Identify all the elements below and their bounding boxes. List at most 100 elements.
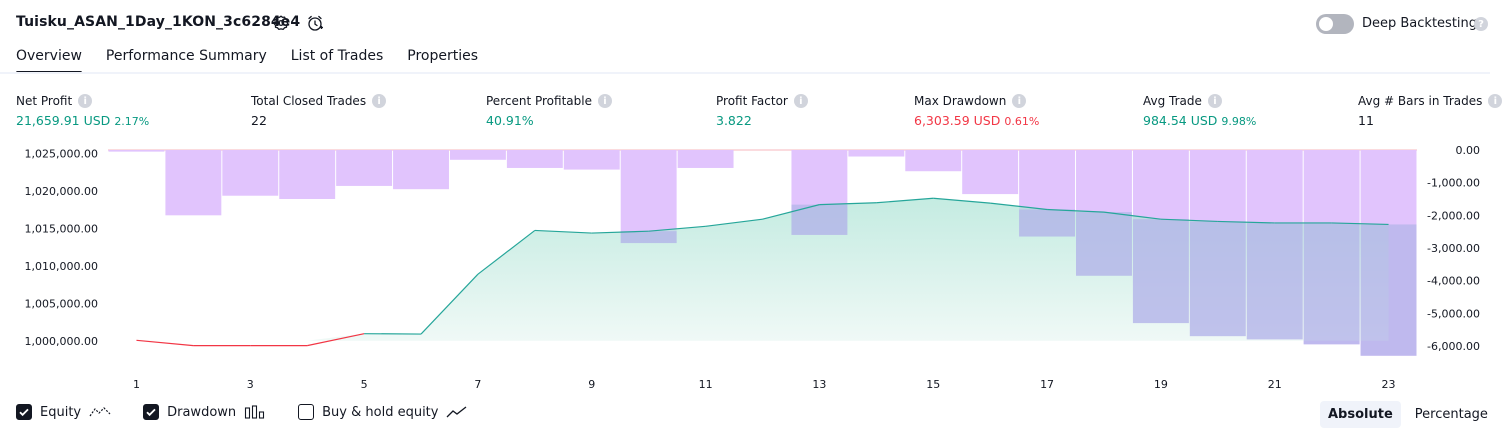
tabs-divider: [0, 72, 1490, 74]
metric-avg-trade: Avg Trade i 984.54 USD 9.98%: [1143, 94, 1256, 128]
drawdown-bar: [962, 150, 1019, 195]
tab-overview[interactable]: Overview: [16, 48, 82, 74]
info-icon[interactable]: i: [78, 94, 93, 108]
info-icon[interactable]: i: [1207, 94, 1222, 108]
equity-line-segment: [477, 229, 536, 275]
equity-line-segment: [648, 225, 706, 232]
info-icon[interactable]: i: [1488, 94, 1503, 108]
equity-checkbox[interactable]: [16, 404, 32, 420]
metric-value: 40.91%: [486, 113, 534, 128]
add-alert-clock-icon[interactable]: [306, 14, 324, 32]
legend-drawdown[interactable]: Drawdown: [143, 404, 266, 420]
x-axis-tick-label: 3: [247, 378, 254, 391]
drawdown-bar: [620, 150, 677, 244]
equity-line-segment: [933, 197, 991, 204]
drawdown-bars-icon: [245, 405, 265, 419]
x-axis-tick-label: 1: [133, 378, 140, 391]
drawdown-checkbox[interactable]: [143, 404, 160, 420]
equity-line-segment: [819, 202, 877, 206]
tab-properties[interactable]: Properties: [407, 48, 479, 64]
drawdown-equity-overlap: [1246, 222, 1303, 340]
drawdown-bar: [108, 150, 165, 152]
metric-percent-profitable: Percent Profitable i 40.91%: [486, 94, 612, 128]
x-axis-tick-label: 15: [926, 378, 940, 391]
x-axis-tick-label: 9: [588, 378, 595, 391]
drawdown-bar: [279, 150, 336, 199]
metric-label: Profit Factor: [716, 94, 788, 108]
drawdown-equity-overlap: [1076, 212, 1132, 276]
buy-hold-line-icon: [447, 406, 467, 418]
right-axis-tick-label: -6,000.00: [1427, 340, 1480, 353]
metric-value: 22: [251, 113, 267, 128]
metric-profit-factor: Profit Factor i 3.822: [716, 94, 808, 128]
x-axis-tick-label: 21: [1268, 378, 1282, 391]
legend-label: Equity: [40, 404, 82, 420]
left-axis-tick-label: 1,000,000.00: [25, 335, 98, 348]
info-icon[interactable]: i: [1012, 94, 1027, 108]
left-axis-tick-label: 1,015,000.00: [25, 223, 98, 236]
equity-drawdown-chart[interactable]: 1,025,000.00 1,020,000.00 1,015,000.00 1,01…: [0, 140, 1507, 395]
equity-line-segment: [1047, 208, 1105, 213]
drawdown-bar: [449, 150, 506, 160]
absolute-mode-button[interactable]: Absolute: [1320, 401, 1401, 428]
metric-percent: 9.98%: [1221, 115, 1257, 128]
metric-label: Avg Trade: [1143, 94, 1202, 108]
equity-line-segment: [591, 230, 649, 234]
left-axis-tick-label: 1,010,000.00: [25, 260, 98, 273]
right-axis-tick-label: -3,000.00: [1427, 242, 1480, 255]
chart-legend: Equity Drawdown Buy & hold equity: [16, 404, 468, 420]
right-axis-tick-label: -5,000.00: [1427, 307, 1480, 320]
equity-line-segment: [136, 339, 194, 347]
drawdown-equity-overlap: [1132, 219, 1189, 324]
tab-list-of-trades[interactable]: List of Trades: [290, 48, 384, 64]
tab-performance-summary[interactable]: Performance Summary: [105, 48, 267, 64]
x-axis-tick-label: 11: [699, 378, 713, 391]
drawdown-bar: [848, 150, 905, 157]
drawdown-bar: [677, 150, 734, 168]
metric-label: Max Drawdown: [914, 94, 1007, 108]
equity-line-segment: [1160, 218, 1218, 223]
metric-percent: 2.17%: [114, 115, 150, 128]
x-axis-tick-label: 7: [474, 378, 481, 391]
help-icon[interactable]: ?: [1474, 17, 1488, 31]
info-icon[interactable]: i: [597, 94, 612, 108]
right-axis-tick-label: 0.00: [1456, 144, 1481, 157]
info-icon[interactable]: i: [372, 94, 387, 108]
drawdown-bar: [393, 150, 449, 190]
drawdown-bar: [563, 150, 620, 170]
settings-gear-icon[interactable]: [272, 14, 290, 32]
report-tabs: Overview Performance Summary List of Tra…: [16, 48, 479, 74]
left-axis-tick-label: 1,005,000.00: [25, 297, 98, 310]
metric-total-closed-trades: Total Closed Trades i 22: [251, 94, 387, 128]
drawdown-bar: [165, 150, 222, 216]
metric-label: Avg # Bars in Trades: [1358, 94, 1483, 108]
x-axis-tick-label: 19: [1154, 378, 1168, 391]
x-axis-tick-label: 5: [361, 378, 368, 391]
equity-line-icon: [89, 407, 111, 417]
x-axis-tick-label: 17: [1040, 378, 1054, 391]
equity-line-segment: [876, 197, 934, 204]
drawdown-bar: [905, 150, 962, 172]
equity-line-segment: [534, 229, 592, 234]
scale-mode-switch: Absolute Percentage: [1320, 401, 1496, 428]
drawdown-equity-overlap: [1019, 209, 1076, 237]
drawdown-equity-overlap: [620, 231, 677, 244]
drawdown-bar: [336, 150, 393, 186]
legend-buy-hold-equity[interactable]: Buy & hold equity: [298, 404, 468, 420]
metric-value: 3.822: [716, 113, 752, 128]
info-icon[interactable]: i: [793, 94, 808, 108]
toggle-knob: [1319, 17, 1333, 31]
right-axis-tick-label: -1,000.00: [1427, 177, 1480, 190]
right-axis-tick-label: -4,000.00: [1427, 275, 1480, 288]
metric-value: 6,303.59 USD: [914, 113, 1001, 128]
legend-equity[interactable]: Equity: [16, 404, 111, 420]
percentage-mode-button[interactable]: Percentage: [1414, 407, 1488, 422]
drawdown-bar: [506, 150, 563, 168]
equity-line-segment: [990, 202, 1048, 211]
metric-net-profit: Net Profit i 21,659.91 USD 2.17%: [16, 94, 149, 128]
equity-line-segment: [762, 204, 820, 220]
metric-value: 984.54 USD: [1143, 113, 1218, 128]
deep-backtesting-toggle[interactable]: [1316, 14, 1354, 34]
metric-percent: 0.61%: [1004, 115, 1040, 128]
buy-hold-checkbox[interactable]: [298, 404, 315, 420]
